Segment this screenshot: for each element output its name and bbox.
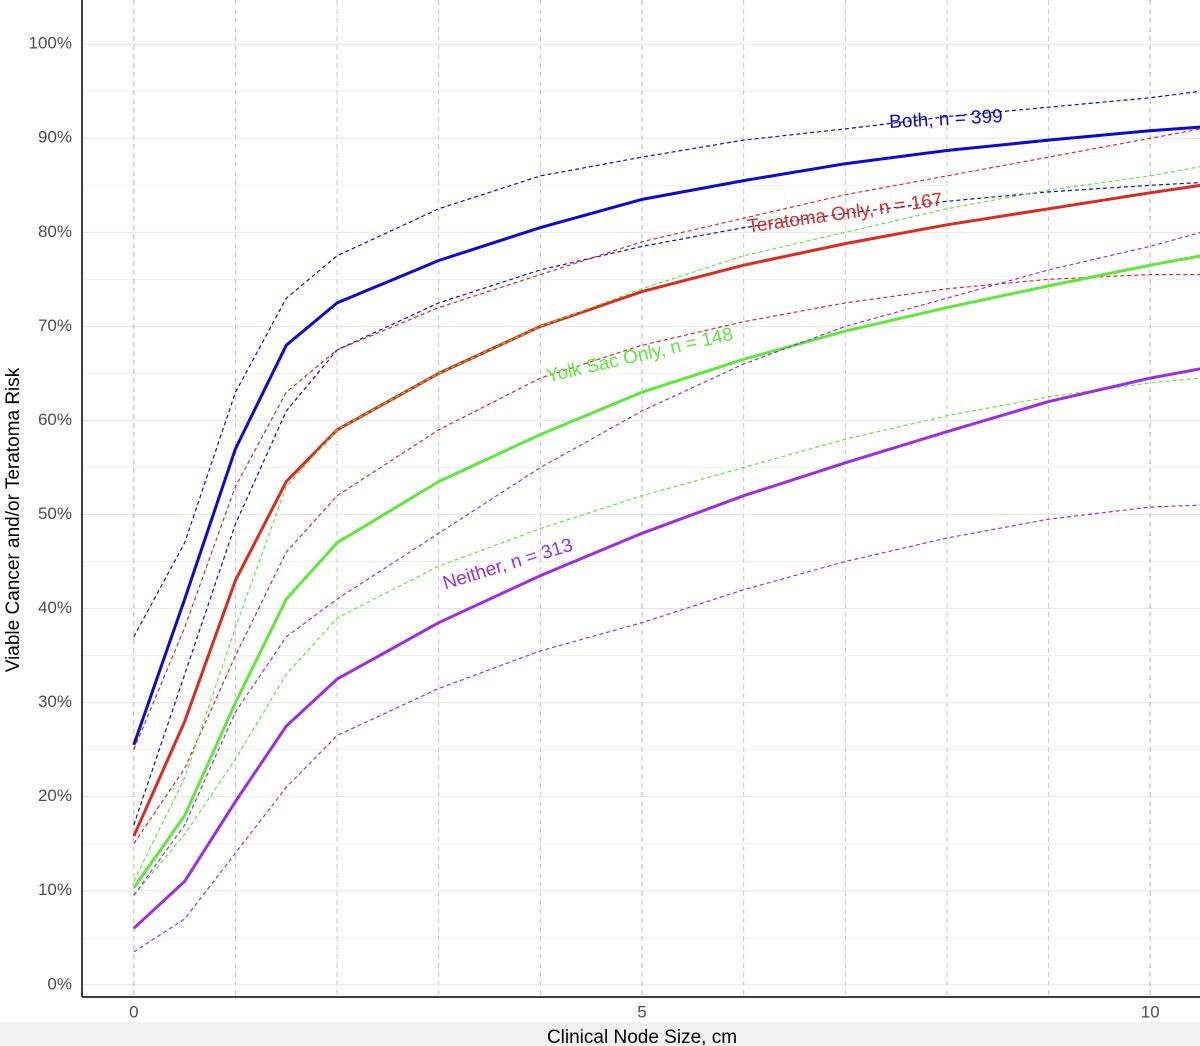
series-line: [132, 125, 1200, 746]
y-tick-label: 80%: [38, 222, 72, 241]
y-tick-label: 10%: [38, 880, 72, 899]
series-label: Neither, n = 313: [440, 535, 575, 594]
y-tick-label: 60%: [38, 410, 72, 429]
grid: [82, 0, 1200, 997]
ci-line: [133, 231, 1200, 896]
y-tick-label: 0%: [47, 974, 72, 993]
ci-line: [133, 128, 1200, 750]
series-label: Both, n = 399: [889, 106, 1004, 133]
y-tick-label: 30%: [38, 692, 72, 711]
x-tick-label: 5: [637, 1002, 646, 1021]
y-tick-label: 100%: [29, 34, 72, 53]
ci-line: [133, 274, 1200, 845]
series-line: [132, 183, 1200, 837]
series-line: [132, 367, 1200, 930]
ci-line: [133, 377, 1200, 896]
series-label: Yolk Sac Only, n = 148: [545, 324, 735, 387]
x-axis-title: Clinical Node Size, cm: [547, 1027, 737, 1046]
y-axis-title: Viable Cancer and/or Teratoma Risk: [3, 367, 24, 672]
x-tick-label: 10: [1141, 1002, 1160, 1021]
ci-line: [133, 504, 1200, 953]
lines: [132, 90, 1200, 953]
ci-line: [133, 90, 1200, 638]
ci-line: [133, 181, 1200, 826]
bottom-band: [0, 1022, 1200, 1046]
y-tick-label: 50%: [38, 504, 72, 523]
y-tick-label: 40%: [38, 598, 72, 617]
y-tick-label: 90%: [38, 128, 72, 147]
y-tick-label: 20%: [38, 786, 72, 805]
series-line: [132, 254, 1200, 889]
y-tick-label: 70%: [38, 316, 72, 335]
x-tick-label: 0: [129, 1002, 138, 1021]
